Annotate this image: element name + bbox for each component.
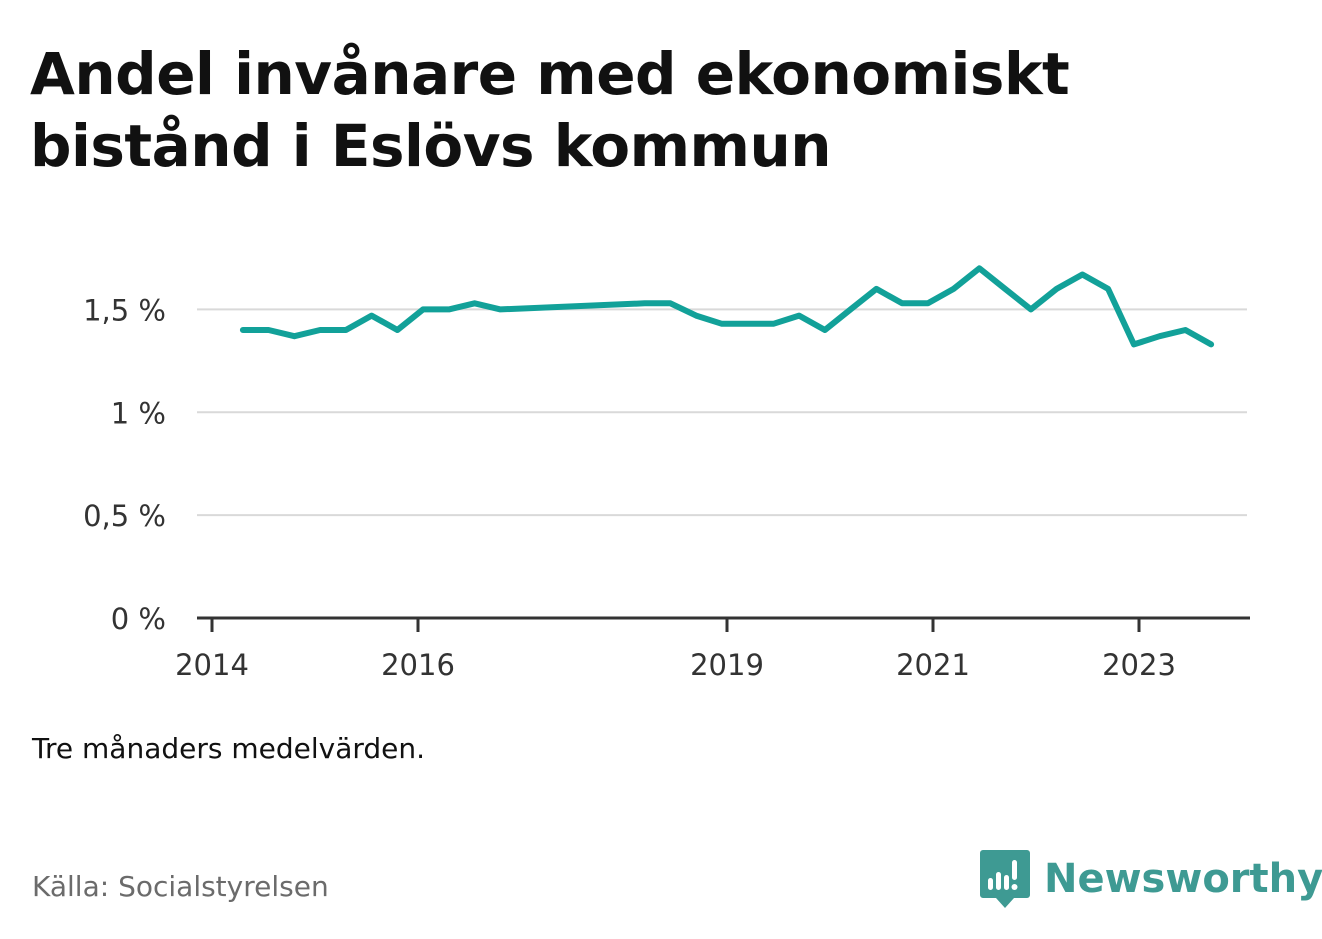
chart-note: Tre månaders medelvärden. xyxy=(32,732,426,765)
data-series xyxy=(239,265,1215,348)
grid-lines xyxy=(197,308,1247,517)
y-axis: 0 % 0,5 % 1 % 1,5 % xyxy=(83,293,166,636)
x-tick-label: 2021 xyxy=(896,648,970,682)
x-axis: 2014 2016 2019 2021 2023 xyxy=(175,616,1250,682)
line-chart: 0 % 0,5 % 1 % 1,5 % 2014 2016 2019 2021 2023 xyxy=(83,265,1250,682)
y-tick-label: 0 % xyxy=(111,602,166,636)
chart-title: Andel invånare med ekonomiskt bistånd i … xyxy=(30,40,1070,180)
y-tick-label: 1,5 % xyxy=(83,293,166,327)
x-tick-label: 2016 xyxy=(381,648,455,682)
x-tick-label: 2023 xyxy=(1102,648,1176,682)
series-line xyxy=(239,265,1215,348)
brand-name: Newsworthy xyxy=(1044,856,1322,902)
bar-chart-speech-bubble-icon xyxy=(980,850,1030,908)
y-tick-label: 1 % xyxy=(111,396,166,430)
source-text: Källa: Socialstyrelsen xyxy=(32,870,329,903)
y-tick-label: 0,5 % xyxy=(83,499,166,533)
x-tick-label: 2014 xyxy=(175,648,249,682)
x-tick-label: 2019 xyxy=(690,648,764,682)
brand-logo: Newsworthy xyxy=(980,850,1322,908)
